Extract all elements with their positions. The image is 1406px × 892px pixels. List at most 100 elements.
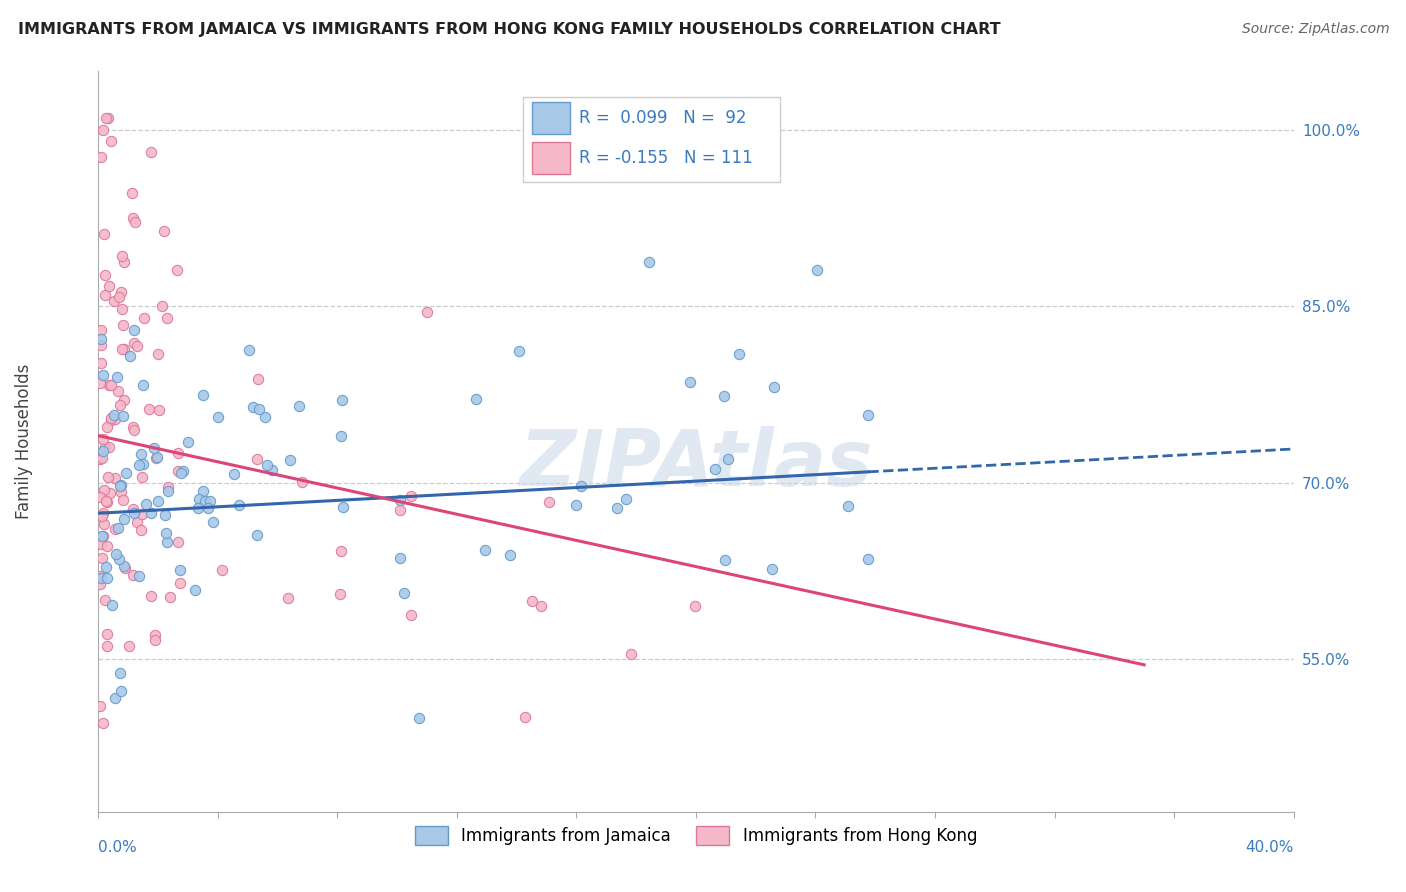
Point — [122, 423, 145, 437]
Text: Family Households: Family Households — [14, 364, 32, 519]
Point — [100, 598, 122, 612]
Point — [89, 376, 111, 390]
Point — [108, 398, 131, 412]
Point — [184, 582, 207, 597]
Point — [131, 447, 153, 461]
Point — [94, 112, 117, 126]
Point — [508, 344, 530, 359]
Point — [94, 268, 117, 283]
Point — [90, 571, 112, 585]
Point — [143, 441, 166, 455]
Point — [679, 375, 702, 389]
Point — [464, 392, 486, 406]
Point — [169, 575, 191, 590]
Point — [728, 346, 751, 360]
Point — [858, 408, 880, 422]
Point — [685, 599, 707, 614]
Point — [103, 293, 125, 308]
Point — [128, 458, 150, 472]
Text: 0.0%: 0.0% — [98, 840, 138, 855]
Point — [141, 589, 163, 603]
Point — [111, 249, 134, 263]
Point — [515, 710, 537, 724]
FancyBboxPatch shape — [533, 143, 571, 174]
Point — [104, 547, 127, 561]
Point — [172, 464, 194, 478]
Point — [858, 552, 880, 566]
Point — [157, 480, 180, 494]
Point — [238, 343, 260, 358]
Point — [211, 563, 233, 577]
Point — [187, 501, 209, 516]
Point — [90, 332, 112, 346]
Point — [145, 450, 167, 465]
Point — [530, 599, 553, 614]
Point — [159, 591, 181, 605]
Point — [135, 497, 157, 511]
Point — [474, 542, 496, 557]
Point — [246, 528, 269, 542]
Point — [91, 528, 114, 542]
Point — [112, 255, 135, 269]
Point — [96, 494, 118, 508]
Point — [93, 483, 115, 497]
Point — [94, 288, 117, 302]
Point — [89, 699, 111, 714]
Point — [91, 123, 114, 137]
Point — [150, 299, 173, 313]
Text: 40.0%: 40.0% — [1246, 840, 1294, 855]
Point — [110, 285, 132, 299]
Point — [108, 290, 131, 304]
Point — [97, 112, 120, 126]
Point — [260, 463, 283, 477]
Point — [96, 640, 118, 654]
Point — [198, 494, 221, 508]
Point — [806, 263, 828, 277]
Point — [96, 419, 118, 434]
Point — [93, 444, 115, 458]
Point — [90, 356, 112, 370]
Point — [118, 639, 141, 653]
Point — [93, 368, 115, 382]
Text: R =  0.099   N =  92: R = 0.099 N = 92 — [579, 109, 747, 127]
Point — [112, 392, 135, 407]
Point — [329, 586, 352, 600]
Point — [89, 569, 111, 583]
Point — [388, 503, 411, 517]
Point — [388, 551, 411, 566]
Point — [90, 323, 112, 337]
Point — [242, 400, 264, 414]
FancyBboxPatch shape — [533, 103, 571, 134]
Point — [177, 435, 200, 450]
Point — [91, 716, 114, 731]
Point — [207, 410, 229, 425]
Point — [100, 413, 122, 427]
Point — [90, 537, 112, 551]
Point — [91, 450, 114, 465]
Point — [124, 506, 146, 520]
Point — [96, 571, 118, 585]
Point — [197, 500, 219, 515]
Point — [330, 544, 353, 558]
Point — [100, 135, 122, 149]
Point — [166, 446, 188, 460]
Point — [157, 483, 180, 498]
Point — [278, 453, 301, 467]
Point — [253, 410, 276, 425]
Point — [166, 464, 188, 478]
Point — [146, 450, 169, 465]
Point — [94, 593, 117, 607]
Point — [122, 336, 145, 351]
Point — [522, 594, 544, 608]
Point — [103, 408, 125, 422]
Point — [104, 522, 127, 536]
Point — [156, 534, 179, 549]
Point — [704, 462, 727, 476]
Text: IMMIGRANTS FROM JAMAICA VS IMMIGRANTS FROM HONG KONG FAMILY HOUSEHOLDS CORRELATI: IMMIGRANTS FROM JAMAICA VS IMMIGRANTS FR… — [18, 22, 1001, 37]
Point — [98, 279, 121, 293]
Point — [538, 495, 561, 509]
Point — [89, 490, 111, 504]
Point — [107, 384, 129, 398]
Point — [156, 310, 179, 325]
Point — [108, 479, 131, 493]
